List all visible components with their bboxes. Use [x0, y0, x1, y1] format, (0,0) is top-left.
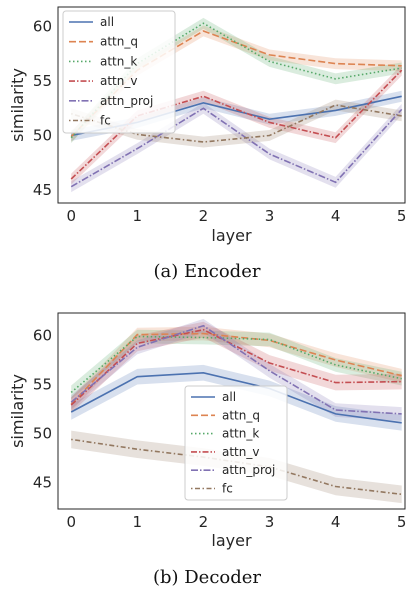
encoder-x-tick-label: 3 [265, 207, 275, 225]
decoder-line-attn-k [70, 335, 402, 394]
decoder-plot-frame [57, 312, 406, 510]
encoder-legend-label-attn-v: attn_v [100, 74, 137, 88]
encoder-x-tick-label: 0 [66, 207, 76, 225]
encoder-y-ticks: 45 50 55 60 [33, 18, 52, 199]
encoder-x-tick-label: 4 [331, 207, 341, 225]
encoder-legend-label-all: all [100, 15, 114, 29]
decoder-x-tick-label: 4 [331, 513, 341, 531]
decoder-x-tick-label: 3 [265, 513, 275, 531]
encoder-legend-box [62, 10, 176, 134]
encoder-y-tick-label: 60 [33, 18, 52, 36]
decoder-y-tick-label: 60 [33, 327, 52, 345]
encoder-y-axis-label: similarity [8, 68, 27, 142]
decoder-legend-label-attn-q: attn_q [222, 408, 260, 422]
decoder-line-all [70, 371, 402, 424]
encoder-band-all [71, 90, 402, 141]
decoder-legend-label-attn-k: attn_k [222, 427, 259, 441]
decoder-legend-label-fc: fc [222, 482, 233, 496]
decoder-y-tick-label: 55 [33, 376, 52, 394]
decoder-band-attn-v [71, 321, 402, 413]
decoder-line-attn-v [70, 328, 402, 406]
decoder-x-tick-label: 5 [397, 513, 407, 531]
encoder-caption: (a) Encoder [154, 261, 261, 282]
encoder-line-attn-proj [70, 107, 403, 188]
decoder-x-tick-label: 2 [199, 513, 209, 531]
decoder-legend-box [184, 385, 288, 501]
encoder-y-tick-label: 45 [33, 181, 52, 199]
decoder-x-ticks: 0 1 2 3 4 5 [66, 513, 406, 531]
encoder-line-attn-k [70, 22, 402, 139]
encoder-x-axis-label: layer [211, 226, 252, 245]
decoder-y-tick-label: 45 [33, 474, 52, 492]
decoder-band-attn-q [71, 326, 402, 411]
decoder-band-attn-proj [71, 318, 402, 421]
decoder-y-tick-label: 50 [33, 425, 52, 443]
decoder-x-tick-label: 1 [133, 513, 143, 531]
decoder-x-tick-label: 0 [66, 513, 76, 531]
decoder-band-all [71, 364, 402, 431]
encoder-line-attn-q [70, 30, 402, 138]
encoder-y-tick-label: 50 [33, 126, 52, 144]
encoder-band-attn-proj [71, 102, 402, 193]
encoder-plot-frame [57, 6, 406, 204]
decoder-legend-label-all: all [222, 390, 236, 404]
encoder-x-tick-label: 5 [397, 207, 407, 225]
decoder-y-axis-label: similarity [8, 374, 27, 448]
encoder-y-tick-label: 55 [33, 72, 52, 90]
decoder-legend-label-attn-v: attn_v [222, 445, 259, 459]
encoder-legend-label-attn-q: attn_q [100, 35, 138, 49]
encoder-x-tick-label: 2 [199, 207, 209, 225]
decoder-legend-label-attn-proj: attn_proj [222, 463, 275, 477]
encoder-x-ticks: 0 1 2 3 4 5 [66, 207, 406, 225]
decoder-x-axis-label: layer [211, 531, 252, 550]
encoder-legend-label-attn-k: attn_k [100, 54, 137, 68]
encoder-x-tick-label: 1 [133, 207, 143, 225]
encoder-legend-label-attn-proj: attn_proj [100, 94, 153, 108]
encoder-line-attn-v [70, 69, 403, 180]
decoder-caption: (b) Decoder [153, 567, 261, 588]
decoder-y-ticks: 45 50 55 60 [33, 327, 52, 492]
decoder-line-attn-q [70, 332, 402, 405]
encoder-legend-label-fc: fc [100, 114, 111, 128]
decoder-line-attn-proj [70, 324, 402, 415]
